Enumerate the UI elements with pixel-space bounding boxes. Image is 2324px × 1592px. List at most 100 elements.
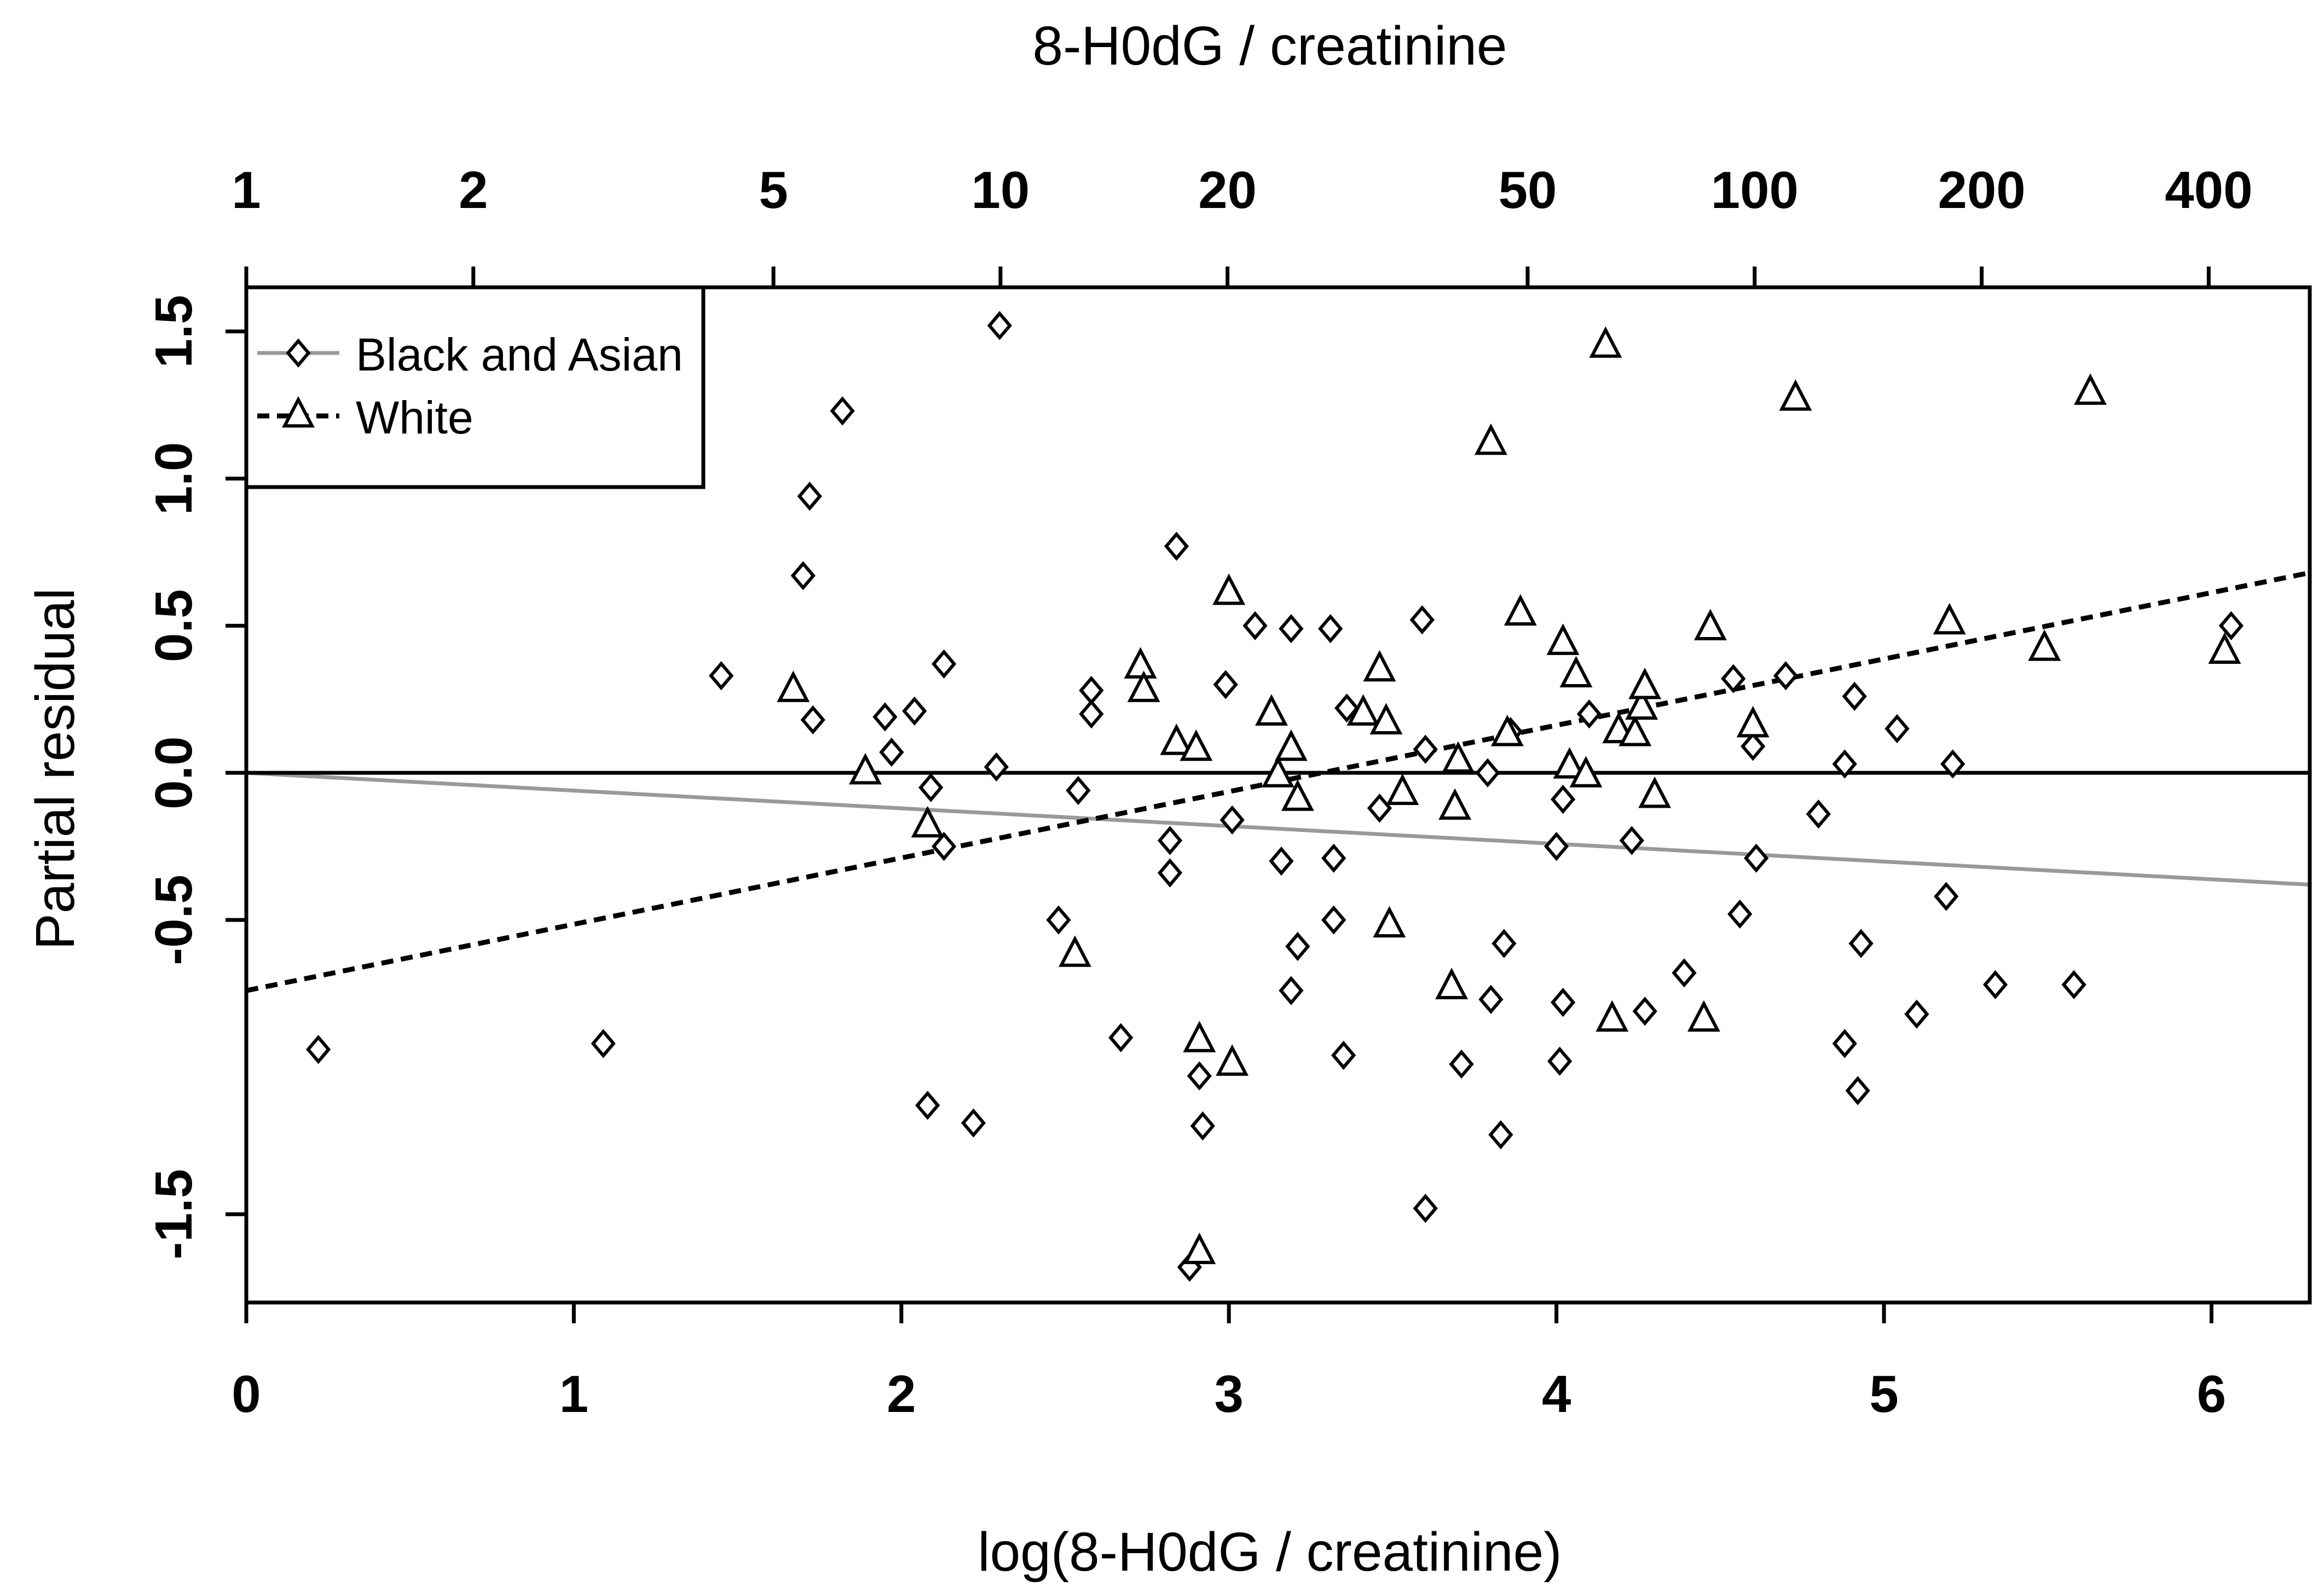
- x-axis-title: log(8-H0dG / creatinine): [978, 1521, 1562, 1583]
- black-asian-point: [1285, 931, 1310, 962]
- top-tick-label: 10: [972, 161, 1030, 219]
- top-tick-label: 2: [459, 161, 488, 219]
- black-asian-point: [1982, 970, 2008, 999]
- white-point: [777, 670, 810, 702]
- top-tick-label: 5: [759, 161, 788, 219]
- plot-frame: [244, 285, 2312, 1305]
- black-asian-point: [1547, 1046, 1573, 1076]
- y-tick-label: -1.5: [144, 1169, 203, 1259]
- white-point: [1183, 1021, 1216, 1052]
- black-asian-point: [591, 1029, 616, 1058]
- black-asian-point: [1832, 749, 1857, 779]
- black-asian-point: [1331, 1040, 1356, 1070]
- white-point: [1373, 906, 1406, 938]
- white-point: [1369, 703, 1403, 735]
- black-asian-point: [1544, 831, 1569, 861]
- white-point: [2028, 629, 2061, 661]
- x-tick-label: 6: [2197, 1365, 2226, 1423]
- legend-marker-black-asian: [286, 338, 311, 368]
- black-asian-point: [1550, 987, 1576, 1017]
- black-asian-point: [1321, 843, 1346, 873]
- black-asian-point: [1279, 614, 1304, 644]
- black-asian-point: [1219, 805, 1245, 835]
- black-asian-point: [1845, 1076, 1870, 1105]
- y-tick-label: 0.5: [144, 589, 203, 662]
- black-asian-point: [1721, 664, 1746, 693]
- white-point: [1589, 326, 1622, 358]
- white-point: [1255, 694, 1288, 726]
- black-asian-point: [1940, 749, 1965, 779]
- black-asian-point: [918, 773, 944, 802]
- white-point: [1546, 623, 1580, 655]
- black-asian-point: [1279, 976, 1304, 1005]
- black-asian-point: [1046, 905, 1071, 935]
- white-point: [1553, 747, 1586, 779]
- legend: Black and Asian White: [244, 285, 706, 489]
- top-axis-title: 8-H0dG / creatinine: [1032, 15, 1507, 77]
- top-tick-label: 100: [1711, 161, 1799, 219]
- legend-box: [244, 285, 706, 489]
- top-tick-label: 20: [1198, 161, 1257, 219]
- black-asian-point: [1409, 605, 1435, 635]
- white-point: [1160, 723, 1193, 755]
- white-point: [1504, 594, 1537, 626]
- black-asian-point: [2218, 611, 2244, 640]
- black-asian-point: [1478, 985, 1504, 1014]
- black-asian-point: [902, 696, 927, 726]
- black-asian-point: [1157, 858, 1183, 888]
- top-tick-label: 400: [2165, 161, 2252, 219]
- white-point: [1262, 756, 1294, 788]
- black-asian-point: [1632, 997, 1657, 1026]
- black-asian-point: [1066, 775, 1091, 806]
- legend-label-white: White: [356, 392, 473, 443]
- black-asian-point: [1550, 784, 1576, 814]
- data-points: [306, 311, 2244, 1282]
- black-asian-point: [879, 737, 904, 767]
- white-point: [1127, 670, 1160, 702]
- white-point: [1638, 776, 1672, 808]
- white-point: [1625, 688, 1658, 720]
- black-asian-point: [1619, 826, 1644, 855]
- white-point: [1180, 729, 1213, 761]
- white-point: [1559, 656, 1593, 687]
- black-asian-point: [1318, 614, 1343, 644]
- white-point: [1569, 756, 1603, 788]
- black-asian-point: [1321, 905, 1346, 935]
- black-asian-point: [800, 705, 825, 735]
- x-tick-label: 5: [1869, 1365, 1898, 1423]
- black-asian-fit-line: [246, 771, 2310, 887]
- white-point: [1346, 694, 1380, 726]
- black-asian-point: [1413, 1194, 1438, 1223]
- black-asian-point: [1475, 758, 1500, 788]
- black-asian-point: [872, 702, 898, 732]
- black-asian-point: [1108, 1023, 1134, 1052]
- black-asian-point: [1164, 531, 1189, 561]
- black-asian-point: [1727, 899, 1753, 929]
- white-point: [1779, 379, 1812, 411]
- legend-label-black-asian: Black and Asian: [356, 329, 683, 380]
- white-point: [1274, 729, 1308, 761]
- black-asian-point: [1242, 611, 1268, 640]
- white-point: [1438, 788, 1472, 820]
- white-point: [849, 752, 882, 785]
- white-point: [2208, 632, 2241, 664]
- x-tick-label: 0: [232, 1365, 261, 1423]
- white-point: [1124, 647, 1157, 679]
- white-point: [1618, 715, 1652, 746]
- black-asian-point: [1773, 661, 1799, 691]
- white-point: [1183, 1232, 1216, 1264]
- black-asian-point: [931, 831, 957, 861]
- x-tick-label: 1: [559, 1365, 588, 1423]
- white-point: [1281, 779, 1314, 811]
- white-point: [1363, 650, 1396, 682]
- plot-border: [244, 285, 2312, 1305]
- white-point: [1216, 1044, 1249, 1076]
- x-tick-label: 4: [1542, 1365, 1571, 1423]
- black-asian-point: [1848, 929, 1874, 958]
- white-point: [1442, 741, 1475, 773]
- white-point: [2074, 373, 2107, 405]
- y-tick-label: -0.5: [144, 875, 203, 965]
- black-asian-point: [1413, 734, 1438, 764]
- white-point: [1435, 968, 1469, 999]
- white-point: [1933, 603, 1966, 635]
